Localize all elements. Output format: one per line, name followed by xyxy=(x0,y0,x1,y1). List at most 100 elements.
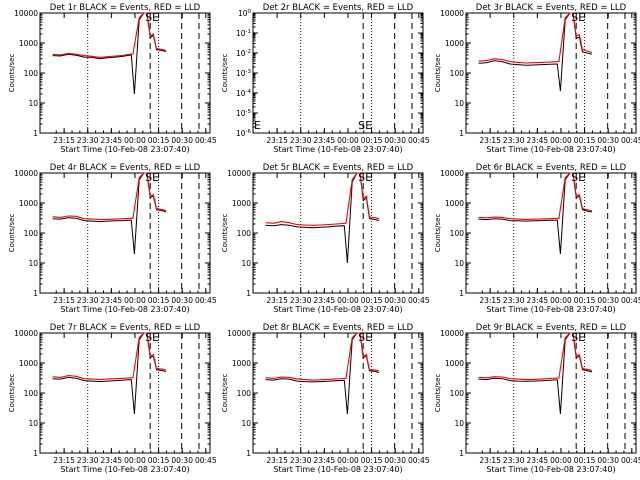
x-tick-label: 23:30 xyxy=(77,456,99,465)
x-axis-label: Start Time (10-Feb-08 23:07:40) xyxy=(273,145,402,154)
y-axis-label: Counts/sec xyxy=(434,214,442,253)
y-tick-label: 1 xyxy=(459,289,464,298)
series-events-line xyxy=(52,12,167,95)
y-tick-label: 100 xyxy=(450,69,465,78)
x-tick-label: 00:00 xyxy=(124,296,146,305)
x-tick-label: 23:30 xyxy=(290,296,312,305)
y-tick-label: 1000 xyxy=(19,199,38,208)
panel-title: Det 4r BLACK = Events, RED = LLD xyxy=(50,163,201,173)
x-tick-label: 00:00 xyxy=(124,456,146,465)
y-tick-label: 10000 xyxy=(227,169,251,178)
x-tick-label: 23:30 xyxy=(77,296,99,305)
x-tick-label: 23:30 xyxy=(503,456,525,465)
y-tick-label: 10 xyxy=(241,419,251,428)
x-tick-label: 23:30 xyxy=(290,136,312,145)
panel-det-7r: Det 7r BLACK = Events, RED = LLD 1 10 100 10… xyxy=(8,323,217,474)
x-tick-label: 23:45 xyxy=(527,296,549,305)
y-tick-label: 10-6 xyxy=(236,129,252,138)
y-axis-label: Counts/sec xyxy=(221,374,229,413)
series-events-line xyxy=(478,172,592,255)
y-tick-label: 1000 xyxy=(232,359,251,368)
y-tick-label: 10-1 xyxy=(236,29,251,38)
panel-det-6r: Det 6r BLACK = Events, RED = LLD 1 10 100 10… xyxy=(434,163,640,314)
panel-title: Det 7r BLACK = Events, RED = LLD xyxy=(50,323,201,333)
plot-frame xyxy=(465,332,637,454)
y-tick-label: 100 xyxy=(24,389,39,398)
series-lld-line xyxy=(478,332,593,381)
x-tick-label: 00:30 xyxy=(597,296,619,305)
y-axis-label: Counts/sec xyxy=(434,374,442,413)
x-tick-label: 00:45 xyxy=(621,136,640,145)
x-tick-label: 23:30 xyxy=(503,296,525,305)
series-lld-line xyxy=(478,12,593,64)
panel-title: Det 9r BLACK = Events, RED = LLD xyxy=(476,323,627,333)
x-tick-label: 00:15 xyxy=(361,296,383,305)
y-tick-label: 1000 xyxy=(232,199,251,208)
panel-det-1r: Det 1r BLACK = Events, RED = LLD 1 10 100 10… xyxy=(8,3,217,154)
se-annotation: SE xyxy=(358,171,372,184)
x-tick-label: 23:45 xyxy=(101,136,123,145)
y-tick-label: 100 xyxy=(237,229,252,238)
x-tick-label: 00:00 xyxy=(337,456,359,465)
x-tick-label: 00:30 xyxy=(384,296,406,305)
x-tick-label: 23:15 xyxy=(266,456,288,465)
x-tick-label: 23:45 xyxy=(314,456,336,465)
y-tick-label: 10 xyxy=(241,259,251,268)
y-tick-label: 1 xyxy=(246,449,251,458)
panel-det-4r: Det 4r BLACK = Events, RED = LLD 1 10 100 10… xyxy=(8,163,217,314)
y-tick-label: 10000 xyxy=(227,329,251,338)
x-tick-label: 00:30 xyxy=(171,456,193,465)
series-events-line xyxy=(265,332,380,415)
y-tick-label: 100 xyxy=(24,69,39,78)
x-tick-label: 23:45 xyxy=(314,136,336,145)
series-events-line xyxy=(478,12,593,92)
plot-frame xyxy=(252,332,424,454)
panel-title: Det 3r BLACK = Events, RED = LLD xyxy=(476,3,627,13)
y-tick-label: 1 xyxy=(33,449,38,458)
series-events-line xyxy=(478,332,593,415)
series-lld-line xyxy=(265,172,380,226)
x-tick-label: 23:15 xyxy=(479,296,501,305)
x-tick-label: 23:15 xyxy=(53,456,75,465)
x-tick-label: 00:45 xyxy=(621,456,640,465)
x-tick-label: 23:30 xyxy=(503,136,525,145)
y-tick-label: 10 xyxy=(454,99,464,108)
y-tick-label: 1000 xyxy=(19,39,38,48)
y-tick-label: 1 xyxy=(459,449,464,458)
panel-det-3r: Det 3r BLACK = Events, RED = LLD 1 10 100 10… xyxy=(434,3,640,154)
plot-frame xyxy=(465,172,637,294)
x-tick-label: 23:45 xyxy=(527,136,549,145)
y-tick-label: 10000 xyxy=(440,169,464,178)
x-tick-label: 00:45 xyxy=(195,296,217,305)
y-axis-label: Counts/sec xyxy=(221,54,229,93)
se-annotation: SE xyxy=(145,171,159,184)
y-tick-label: 1 xyxy=(246,289,251,298)
panel-det-2r: Det 2r BLACK = Events, RED = LLD 10-6 10-5… xyxy=(221,3,430,154)
series-events-line xyxy=(52,172,167,255)
series-lld-line xyxy=(52,172,167,221)
x-axis-label: Start Time (10-Feb-08 23:07:40) xyxy=(273,305,402,314)
x-tick-label: 00:30 xyxy=(597,456,619,465)
panel-title: Det 1r BLACK = Events, RED = LLD xyxy=(50,3,201,13)
y-tick-label: 1 xyxy=(33,129,38,138)
y-tick-label: 10-2 xyxy=(236,49,251,58)
x-tick-label: 00:30 xyxy=(171,296,193,305)
x-tick-label: 00:00 xyxy=(124,136,146,145)
y-tick-label: 100 xyxy=(237,389,252,398)
y-tick-label: 10-4 xyxy=(236,89,252,98)
se-annotation: SE xyxy=(145,331,159,344)
x-tick-label: 00:00 xyxy=(337,296,359,305)
y-axis-label: Counts/sec xyxy=(8,54,16,93)
x-tick-label: 00:45 xyxy=(408,456,430,465)
x-tick-label: 23:15 xyxy=(266,296,288,305)
x-tick-label: 00:15 xyxy=(148,456,170,465)
series-lld-line xyxy=(478,172,593,220)
plot-frame xyxy=(39,332,211,454)
x-tick-label: 23:30 xyxy=(77,136,99,145)
x-tick-label: 23:45 xyxy=(314,296,336,305)
x-tick-label: 00:15 xyxy=(361,456,383,465)
e-annotation: E xyxy=(254,119,261,132)
panel-title: Det 8r BLACK = Events, RED = LLD xyxy=(263,323,414,333)
panel-det-9r: Det 9r BLACK = Events, RED = LLD 1 10 100 10… xyxy=(434,323,640,474)
x-axis-label: Start Time (10-Feb-08 23:07:40) xyxy=(60,145,189,154)
